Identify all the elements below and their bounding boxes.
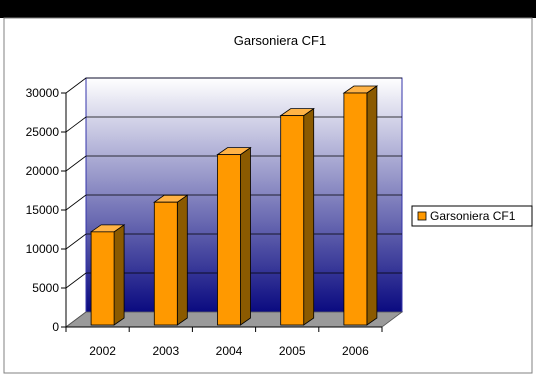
y-tick-label: 0	[52, 320, 59, 334]
x-tick-label: 2003	[152, 344, 179, 358]
y-tick-label: 25000	[26, 125, 60, 139]
gridline-side	[65, 77, 87, 94]
y-tick-label: 20000	[26, 164, 60, 178]
bar	[90, 231, 115, 326]
chart-area-border	[3, 17, 533, 374]
x-tick-label: 2002	[89, 344, 116, 358]
bar	[217, 154, 241, 326]
bar-side	[176, 194, 188, 326]
bar-side	[303, 107, 315, 326]
gridline-side	[65, 155, 87, 172]
y-tick-label: 30000	[26, 86, 60, 100]
bar-side	[366, 85, 378, 326]
x-tick-label: 2005	[279, 344, 306, 358]
bars-group	[89, 85, 379, 326]
gridline-side	[65, 194, 87, 211]
gridline-side	[65, 116, 87, 133]
frame-top-bar	[0, 0, 536, 18]
bar-side	[113, 224, 125, 326]
legend: Garsoniera CF1	[411, 205, 533, 227]
x-tick-label: 2006	[342, 344, 369, 358]
bar	[280, 115, 305, 326]
bar	[153, 201, 178, 326]
bar-side	[240, 146, 251, 326]
y-tick-label: 10000	[26, 242, 60, 256]
x-tick-label: 2004	[216, 344, 243, 358]
chart-title: Garsoniera CF1	[234, 33, 326, 48]
y-tick-label: 15000	[26, 203, 60, 217]
gridline-side	[65, 272, 87, 289]
y-tick-label: 5000	[32, 281, 59, 295]
axes-group: 2002 2003 2004 2005 2006 0 5000 10000 15000 20000…	[26, 86, 383, 358]
legend-box	[411, 205, 533, 227]
bar	[343, 92, 368, 326]
legend-swatch	[417, 211, 427, 221]
legend-label: Garsoniera CF1	[430, 209, 516, 223]
gridline-side	[65, 233, 87, 250]
